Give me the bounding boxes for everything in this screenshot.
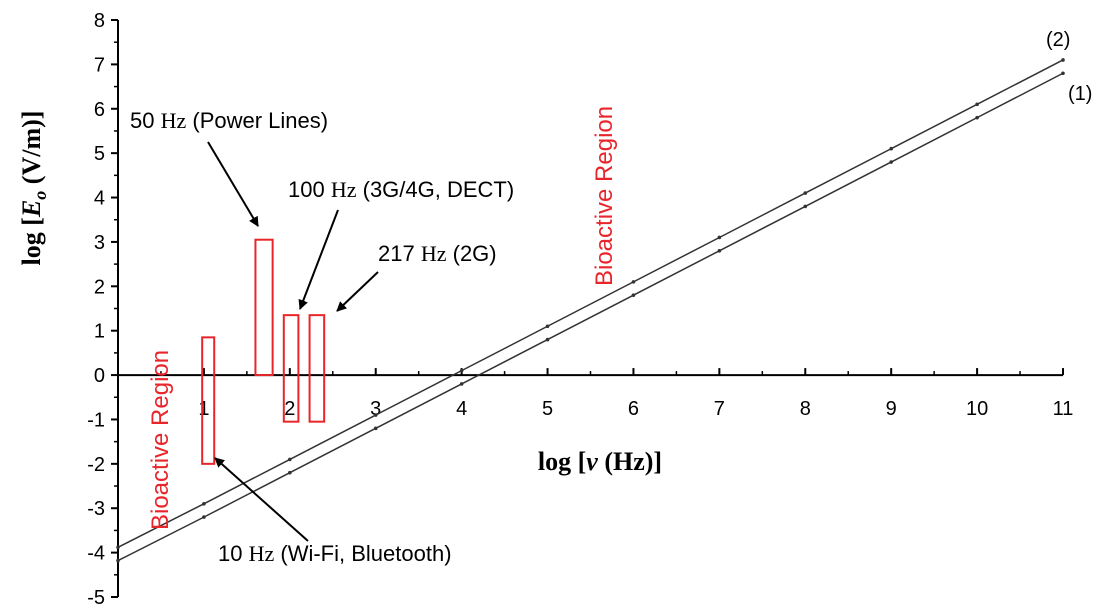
y-axis-title: log [Eo (V/m)] xyxy=(17,111,50,266)
series-point xyxy=(889,160,893,164)
x-tick-label: 4 xyxy=(456,398,467,420)
highlight-box-4 xyxy=(308,314,326,423)
series-point xyxy=(202,515,206,519)
series-point xyxy=(717,249,722,253)
y-tick-label: 6 xyxy=(94,99,105,121)
series-point xyxy=(803,204,808,209)
y-tick-label: 7 xyxy=(94,54,105,76)
y-tick-label: -1 xyxy=(87,409,105,431)
x-tick-label: 6 xyxy=(628,398,639,420)
region-layer xyxy=(201,238,326,465)
series-point xyxy=(116,545,120,550)
x-axis-title: log [ν (Hz)] xyxy=(538,447,662,476)
series-layer xyxy=(116,58,1065,563)
highlight-box-1 xyxy=(201,336,216,465)
axes-layer: -5 -4 -3 -2 -1 0 1 2 3 4 5 6 7 8 1 2 3 4 5 6 7 8 9 10 11 xyxy=(87,10,1073,609)
y-tick-label: -4 xyxy=(87,543,105,565)
series-point xyxy=(459,382,464,386)
series-line-1 xyxy=(117,72,1064,562)
y-tick-label: 2 xyxy=(94,276,105,298)
series-point xyxy=(288,470,292,475)
y-tick-label: 1 xyxy=(94,321,105,343)
series-point xyxy=(459,368,464,373)
series-point xyxy=(975,115,979,120)
series-point xyxy=(1061,58,1065,62)
series-label-1: (1) xyxy=(1068,83,1092,105)
x-tick-label: 9 xyxy=(886,398,897,420)
bioactive-region-label-left: Bioactive Region xyxy=(147,350,174,530)
x-tick-label: 8 xyxy=(800,398,811,420)
series-line-2 xyxy=(117,59,1064,548)
y-tick-label: -3 xyxy=(87,498,105,520)
annotation-217hz: 217 Hz (2G) xyxy=(378,241,497,266)
y-tick-label: -5 xyxy=(87,587,105,609)
x-tick-label: 10 xyxy=(966,398,988,420)
series-point xyxy=(373,413,378,417)
series-point xyxy=(631,293,636,297)
series-point xyxy=(1061,71,1065,76)
series-point xyxy=(631,280,636,284)
arrow-217hz xyxy=(336,271,379,312)
x-tick-label: 3 xyxy=(370,398,381,420)
x-tick-label: 5 xyxy=(542,398,553,420)
x-tick-label: 7 xyxy=(714,398,725,420)
series-point xyxy=(545,324,550,329)
series-label-2: (2) xyxy=(1046,29,1070,51)
y-tick-label: 5 xyxy=(94,143,105,165)
y-tick-label: 0 xyxy=(94,365,105,387)
series-point xyxy=(202,501,206,506)
series-point xyxy=(373,426,378,431)
arrow-10hz xyxy=(214,457,309,542)
series-point xyxy=(288,457,292,462)
series-point xyxy=(975,102,979,107)
highlight-box-3 xyxy=(282,314,300,423)
series-point xyxy=(545,337,550,342)
y-tick-label: 4 xyxy=(94,188,105,210)
bioactive-region-label-right: Bioactive Region xyxy=(591,106,618,286)
arrow-50hz xyxy=(207,141,259,227)
x-tick-label: 11 xyxy=(1053,398,1074,420)
highlight-box-2 xyxy=(254,238,274,377)
series-point xyxy=(116,558,120,563)
y-tick-label: 8 xyxy=(94,10,105,32)
y-tick-label: -2 xyxy=(87,454,105,476)
x-tick-label: 2 xyxy=(284,398,295,420)
series-point xyxy=(717,235,722,240)
x-tick-label: 1 xyxy=(198,398,209,420)
annotation-10hz: 10 Hz (Wi-Fi, Bluetooth) xyxy=(218,541,452,566)
annotation-50hz: 50 Hz (Power Lines) xyxy=(130,108,328,133)
series-point xyxy=(803,191,808,195)
annotation-100hz: 100 Hz (3G/4G, DECT) xyxy=(288,177,514,202)
series-point xyxy=(889,146,893,151)
y-tick-label: 3 xyxy=(94,232,105,254)
arrow-100hz xyxy=(298,209,339,310)
